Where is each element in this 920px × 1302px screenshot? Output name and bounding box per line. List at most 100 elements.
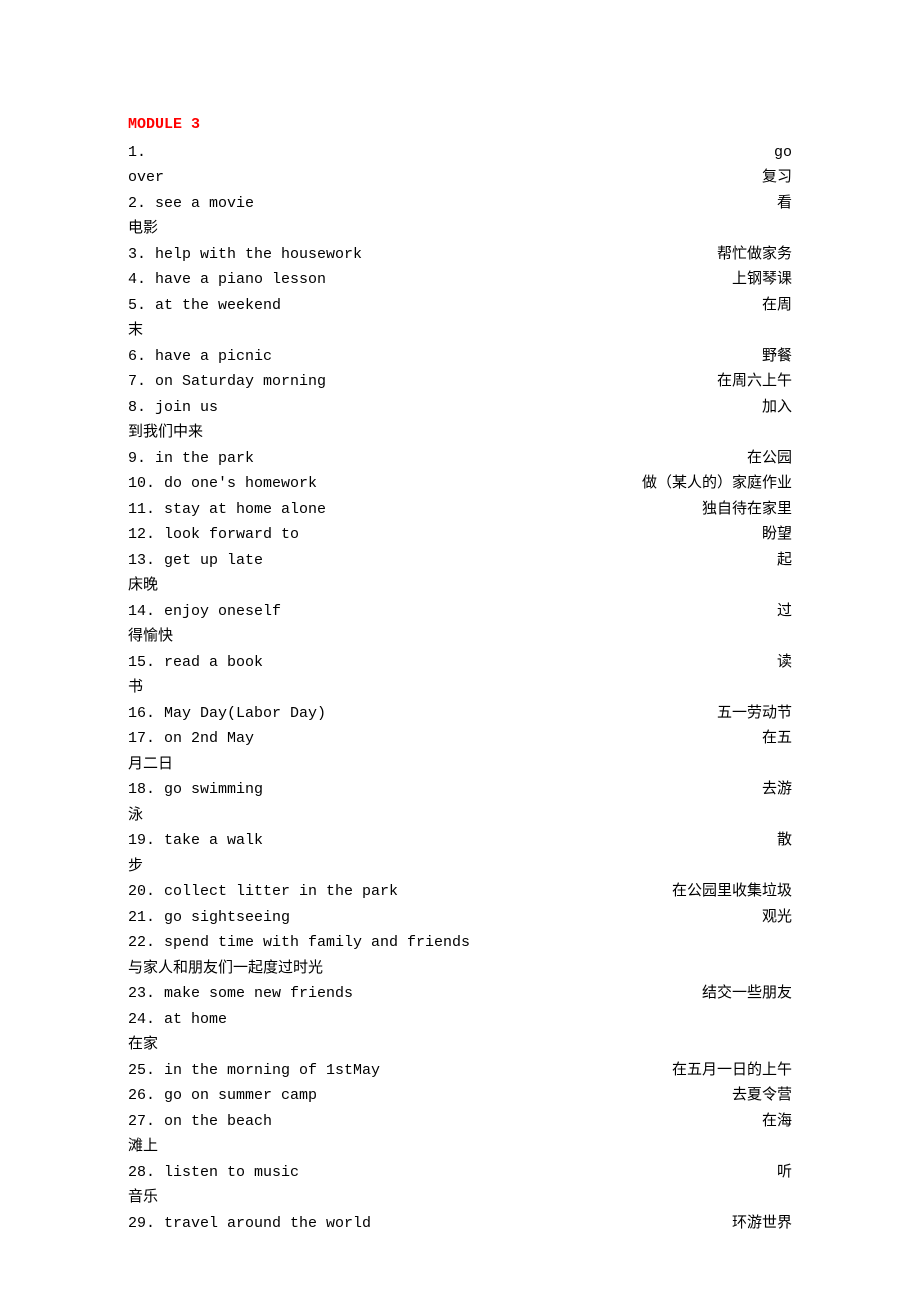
line-left: 音乐: [128, 1185, 158, 1211]
line-right: 在五: [762, 726, 792, 752]
line-left: 末: [128, 318, 143, 344]
line-left: 9. in the park: [128, 446, 254, 472]
line-right: 去夏令营: [732, 1083, 792, 1109]
line-right: 听: [777, 1160, 792, 1186]
line-row: 在家: [128, 1032, 792, 1058]
line-row: 16. May Day(Labor Day) 五一劳动节: [128, 701, 792, 727]
line-left: 电影: [128, 216, 158, 242]
line-left: 15. read a book: [128, 650, 263, 676]
line-left: 7. on Saturday morning: [128, 369, 326, 395]
line-right: 散: [777, 828, 792, 854]
line-left: 11. stay at home alone: [128, 497, 326, 523]
line-row: 23. make some new friends结交一些朋友: [128, 981, 792, 1007]
line-left: 12. look forward to: [128, 522, 299, 548]
line-right: 去游: [762, 777, 792, 803]
line-row: 3. help with the housework帮忙做家务: [128, 242, 792, 268]
line-row: 18. go swimming 去游: [128, 777, 792, 803]
line-left: 26. go on summer camp: [128, 1083, 317, 1109]
line-row: 29. travel around the world环游世界: [128, 1211, 792, 1237]
line-row: 电影: [128, 216, 792, 242]
line-right: 在周六上午: [717, 369, 792, 395]
line-row: 得愉快: [128, 624, 792, 650]
line-left: 28. listen to music: [128, 1160, 299, 1186]
line-right: 做（某人的）家庭作业: [642, 471, 792, 497]
line-left: 4. have a piano lesson: [128, 267, 326, 293]
line-row: 27. on the beach 在海: [128, 1109, 792, 1135]
line-right: 过: [777, 599, 792, 625]
line-row: 6. have a picnic野餐: [128, 344, 792, 370]
line-left: 22. spend time with family and friends: [128, 930, 470, 956]
line-row: 月二日: [128, 752, 792, 778]
line-row: 1.go: [128, 140, 792, 166]
line-row: 4. have a piano lesson 上钢琴课: [128, 267, 792, 293]
line-row: 13. get up late起: [128, 548, 792, 574]
line-left: 8. join us: [128, 395, 218, 421]
line-left: 在家: [128, 1032, 158, 1058]
line-left: 16. May Day(Labor Day): [128, 701, 326, 727]
line-left: 5. at the weekend: [128, 293, 281, 319]
line-left: 19. take a walk: [128, 828, 263, 854]
line-row: 9. in the park在公园: [128, 446, 792, 472]
line-left: 29. travel around the world: [128, 1211, 371, 1237]
line-row: 10. do one's homework 做（某人的）家庭作业: [128, 471, 792, 497]
line-left: 27. on the beach: [128, 1109, 272, 1135]
line-row: 7. on Saturday morning 在周六上午: [128, 369, 792, 395]
line-row: 泳: [128, 803, 792, 829]
line-row: 末: [128, 318, 792, 344]
line-left: over: [128, 165, 164, 191]
line-right: 五一劳动节: [717, 701, 792, 727]
line-left: 14. enjoy oneself: [128, 599, 281, 625]
line-row: 到我们中来: [128, 420, 792, 446]
line-row: 2. see a movie 看: [128, 191, 792, 217]
line-row: 滩上: [128, 1134, 792, 1160]
line-left: 与家人和朋友们一起度过时光: [128, 956, 323, 982]
line-left: 25. in the morning of 1stMay: [128, 1058, 380, 1084]
line-row: 5. at the weekend 在周: [128, 293, 792, 319]
line-left: 2. see a movie: [128, 191, 254, 217]
line-right: 在五月一日的上午: [672, 1058, 792, 1084]
line-left: 滩上: [128, 1134, 158, 1160]
line-row: 12. look forward to 盼望: [128, 522, 792, 548]
line-row: 20. collect litter in the park在公园里收集垃圾: [128, 879, 792, 905]
module-title: MODULE 3: [128, 112, 792, 138]
line-row: 26. go on summer camp 去夏令营: [128, 1083, 792, 1109]
line-row: 8. join us加入: [128, 395, 792, 421]
line-row: 28. listen to music 听: [128, 1160, 792, 1186]
line-right: 盼望: [762, 522, 792, 548]
line-row: over 复习: [128, 165, 792, 191]
line-right: 上钢琴课: [732, 267, 792, 293]
line-row: 与家人和朋友们一起度过时光: [128, 956, 792, 982]
line-row: 书: [128, 675, 792, 701]
line-row: 音乐: [128, 1185, 792, 1211]
line-right: 独自待在家里: [702, 497, 792, 523]
line-left: 20. collect litter in the park: [128, 879, 398, 905]
content-lines: 1.goover 复习 2. see a movie 看电影3. help with …: [128, 140, 792, 1237]
line-right: 结交一些朋友: [702, 981, 792, 1007]
line-row: 19. take a walk 散: [128, 828, 792, 854]
line-right: go: [774, 140, 792, 166]
line-right: 读: [777, 650, 792, 676]
line-left: 床晚: [128, 573, 158, 599]
line-row: 11. stay at home alone 独自待在家里: [128, 497, 792, 523]
line-row: 床晚: [128, 573, 792, 599]
line-left: 18. go swimming: [128, 777, 263, 803]
line-left: 步: [128, 854, 143, 880]
line-left: 21. go sightseeing: [128, 905, 290, 931]
line-right: 复习: [762, 165, 792, 191]
line-left: 17. on 2nd May: [128, 726, 254, 752]
line-row: 22. spend time with family and friends: [128, 930, 792, 956]
line-left: 书: [128, 675, 143, 701]
line-right: 看: [777, 191, 792, 217]
line-row: 15. read a book 读: [128, 650, 792, 676]
line-right: 在周: [762, 293, 792, 319]
line-right: 观光: [762, 905, 792, 931]
line-row: 14. enjoy oneself 过: [128, 599, 792, 625]
line-left: 到我们中来: [128, 420, 203, 446]
line-row: 24. at home: [128, 1007, 792, 1033]
line-left: 3. help with the housework: [128, 242, 362, 268]
line-left: 24. at home: [128, 1007, 227, 1033]
line-right: 在海: [762, 1109, 792, 1135]
line-right: 起: [777, 548, 792, 574]
line-row: 25. in the morning of 1stMay 在五月一日的上午: [128, 1058, 792, 1084]
line-left: 10. do one's homework: [128, 471, 317, 497]
